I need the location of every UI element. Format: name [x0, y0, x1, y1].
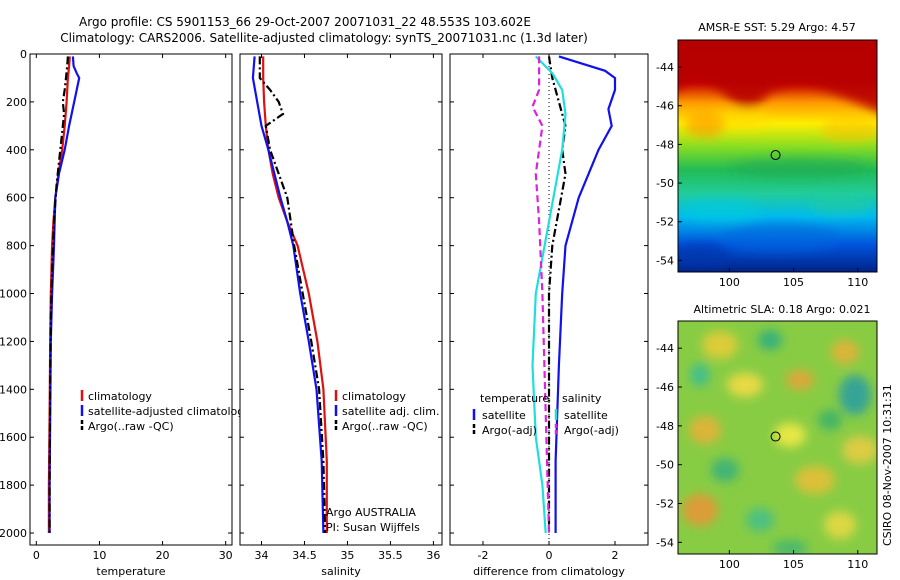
credit-stamp: CSIRO 08-Nov-2007 10:31:31: [881, 384, 894, 546]
legend-label: satellite adj. clim.: [342, 405, 439, 418]
map-y-tick-label: -44: [656, 61, 674, 74]
sla-map-title: Altimetric SLA: 0.18 Argo: 0.021: [693, 303, 870, 316]
map-x-tick-label: 105: [783, 558, 804, 571]
map-y-tick-label: -54: [656, 254, 674, 267]
x-tick-label: 0: [33, 549, 40, 562]
argo-location-marker: [770, 431, 781, 442]
series-line: [547, 56, 567, 533]
x-tick-label: 10: [92, 549, 106, 562]
y-tick-label: 1800: [0, 479, 27, 492]
x-tick-label: 34.5: [292, 549, 317, 562]
series-line: [258, 56, 327, 534]
x-tick-label: 35.5: [378, 549, 403, 562]
y-tick-label: 800: [6, 240, 27, 253]
x-axis-label: difference from climatology: [473, 565, 625, 578]
y-tick-label: 600: [6, 192, 27, 205]
legend-label: Argo(-adj): [564, 424, 619, 437]
figure-title-line2: Climatology: CARS2006. Satellite-adjuste…: [60, 31, 588, 45]
map-y-tick-label: -46: [656, 100, 674, 113]
legend-label: Argo(-adj): [482, 424, 537, 437]
map-y-tick-label: -50: [656, 177, 674, 190]
y-tick-label: 1000: [0, 288, 27, 301]
series-line: [48, 56, 69, 533]
annotation-line1: Argo AUSTRALIA: [326, 506, 416, 519]
y-tick-label: 0: [20, 48, 27, 61]
map-y-tick-label: -46: [656, 381, 674, 394]
x-tick-label: 20: [156, 549, 170, 562]
series-line: [531, 55, 567, 534]
difference-panel: -2 0 2 difference from climatology temperatu…: [449, 53, 649, 578]
x-tick-label: -2: [478, 549, 489, 562]
legend-label: satellite: [482, 409, 526, 422]
y-tick-label: 2000: [0, 527, 27, 540]
map-x-tick-label: 100: [719, 276, 740, 289]
x-tick-label: 34: [254, 549, 268, 562]
x-axis-label: temperature: [96, 565, 165, 578]
y-tick-label: 400: [6, 144, 27, 157]
map-x-tick-label: 110: [847, 276, 868, 289]
y-tick-label: 200: [6, 96, 27, 109]
x-axis-label: salinity: [321, 565, 361, 578]
legend-label: Argo(..raw -QC): [342, 420, 428, 433]
annotation-line2: PI: Susan Wijffels: [326, 521, 420, 534]
sst-map: [678, 40, 877, 272]
map-y-tick-label: -52: [656, 498, 674, 511]
map-y-tick-label: -54: [656, 536, 674, 549]
series-line: [554, 55, 617, 533]
series-line: [531, 56, 551, 534]
legend-label: climatology: [88, 390, 152, 403]
x-tick-label: 30: [219, 549, 233, 562]
plot-frame: [239, 53, 443, 546]
x-tick-label: 2: [612, 549, 619, 562]
figure-title-line1: Argo profile: CS 5901153_66 29-Oct-2007 …: [79, 15, 531, 29]
x-tick-label: 35: [340, 549, 354, 562]
legend-label: satellite-adjusted climatology: [88, 405, 251, 418]
map-x-tick-label: 110: [847, 558, 868, 571]
y-tick-label: 1600: [0, 431, 27, 444]
sst-map-title: AMSR-E SST: 5.29 Argo: 4.57: [698, 21, 856, 34]
x-tick-label: 0: [546, 549, 553, 562]
y-tick-label: 1200: [0, 335, 27, 348]
y-tick-label: 1400: [0, 383, 27, 396]
legend-label: satellite: [564, 409, 608, 422]
legend-label: climatology: [342, 390, 406, 403]
sla-map: [678, 321, 877, 554]
legend-group-header: salinity: [562, 392, 602, 405]
series-line: [251, 56, 325, 534]
legend-label: Argo(..raw -QC): [88, 420, 174, 433]
map-x-tick-label: 100: [719, 558, 740, 571]
legend-group-header: temperature: [480, 392, 549, 405]
series-line: [48, 56, 81, 533]
map-y-tick-label: -50: [656, 459, 674, 472]
map-y-tick-label: -52: [656, 216, 674, 229]
map-x-tick-label: 105: [783, 276, 804, 289]
map-y-tick-label: -44: [656, 342, 674, 355]
x-tick-label: 36: [426, 549, 440, 562]
argo-location-marker: [770, 150, 781, 161]
salinity-panel: 34 34.5 35 35.5 36 salinity climatology satelli…: [239, 53, 443, 578]
map-y-tick-label: -48: [656, 420, 674, 433]
plot-frame: [29, 53, 233, 546]
map-y-tick-label: -48: [656, 138, 674, 151]
temperature-panel: 0 10 20 30 temperature 0 200 400 600 800 1000 1200 1…: [0, 48, 251, 578]
